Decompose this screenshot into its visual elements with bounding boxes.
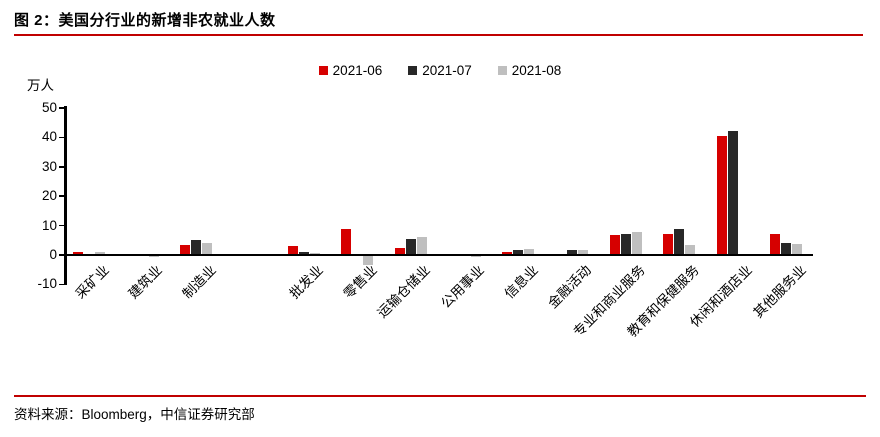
x-axis-zero-line (64, 253, 813, 257)
bar-2021-08-教育和保健服务 (685, 244, 696, 255)
bar-2021-06-休闲和酒店业 (716, 136, 727, 255)
y-tick-label: 30 (41, 158, 57, 174)
bar-2021-06-其他服务业 (770, 233, 781, 255)
legend-item-2021-06: 2021-06 (318, 63, 383, 78)
bar-2021-08-公用事业 (470, 256, 481, 258)
bar-2021-06-教育和保健服务 (663, 234, 674, 255)
bar-2021-07-信息业 (513, 249, 524, 255)
y-axis-tick (59, 224, 64, 227)
legend-label: 2021-06 (332, 63, 383, 78)
bar-2021-06-批发业 (287, 245, 298, 255)
bar-2021-08-建筑业 (148, 256, 159, 258)
y-axis-line (64, 106, 67, 285)
bar-2021-06-专业和商业服务 (609, 235, 620, 255)
chart-legend: 2021-06 2021-07 2021-08 (0, 63, 880, 78)
bar-2021-06-运输仓储业 (394, 247, 405, 255)
bar-2021-08-制造业 (202, 243, 213, 255)
source-divider (14, 395, 866, 397)
bar-2021-08-其他服务业 (792, 243, 803, 255)
bar-2021-07-专业和商业服务 (620, 233, 631, 255)
legend-label: 2021-07 (422, 63, 472, 78)
y-axis-unit-label: 万人 (27, 78, 54, 93)
legend-swatch-icon (318, 66, 328, 75)
y-axis-tick (59, 166, 64, 168)
bar-2021-08-金融活动 (577, 250, 588, 255)
bar-2021-07-批发业 (298, 251, 309, 255)
bar-2021-06-制造业 (180, 245, 191, 255)
legend-item-2021-08: 2021-08 (497, 63, 562, 78)
bar-2021-07-制造业 (191, 240, 202, 255)
bar-2021-08-零售业 (363, 256, 374, 265)
bar-2021-07-休闲和酒店业 (727, 131, 738, 255)
bar-2021-06-采矿业 (73, 251, 83, 255)
bar-2021-08-信息业 (524, 249, 535, 255)
bar-2021-06-零售业 (341, 228, 352, 255)
source-text: 资料来源：Bloomberg，中信证券研究部 (14, 407, 255, 422)
y-tick-label: 40 (41, 129, 57, 145)
y-axis-tick (59, 107, 64, 109)
legend-label: 2021-08 (511, 63, 562, 78)
bar-2021-08-专业和商业服务 (631, 232, 642, 255)
bar-2021-07-金融活动 (566, 249, 577, 255)
figure-title: 图 2：美国分行业的新增非农就业人数 (14, 12, 276, 29)
legend-swatch-icon (408, 66, 418, 75)
y-tick-label: 10 (41, 217, 57, 233)
title-divider (14, 34, 863, 36)
y-tick-label: 0 (49, 247, 57, 262)
y-axis-tick (59, 283, 64, 286)
y-axis-tick (59, 195, 64, 197)
y-tick-label: 50 (41, 100, 57, 115)
bar-2021-07-运输仓储业 (405, 238, 416, 255)
legend-swatch-icon (497, 66, 507, 75)
bar-2021-07-其他服务业 (781, 242, 792, 255)
bar-2021-08-采矿业 (95, 252, 105, 255)
y-tick-label: -10 (37, 276, 57, 292)
bar-2021-06-信息业 (502, 252, 513, 255)
bar-2021-08-运输仓储业 (416, 237, 427, 255)
y-axis-tick (59, 254, 64, 256)
legend-item-2021-07: 2021-07 (408, 63, 472, 78)
y-axis-tick (59, 136, 64, 139)
bar-2021-07-教育和保健服务 (674, 228, 685, 255)
y-tick-label: 20 (41, 188, 57, 204)
